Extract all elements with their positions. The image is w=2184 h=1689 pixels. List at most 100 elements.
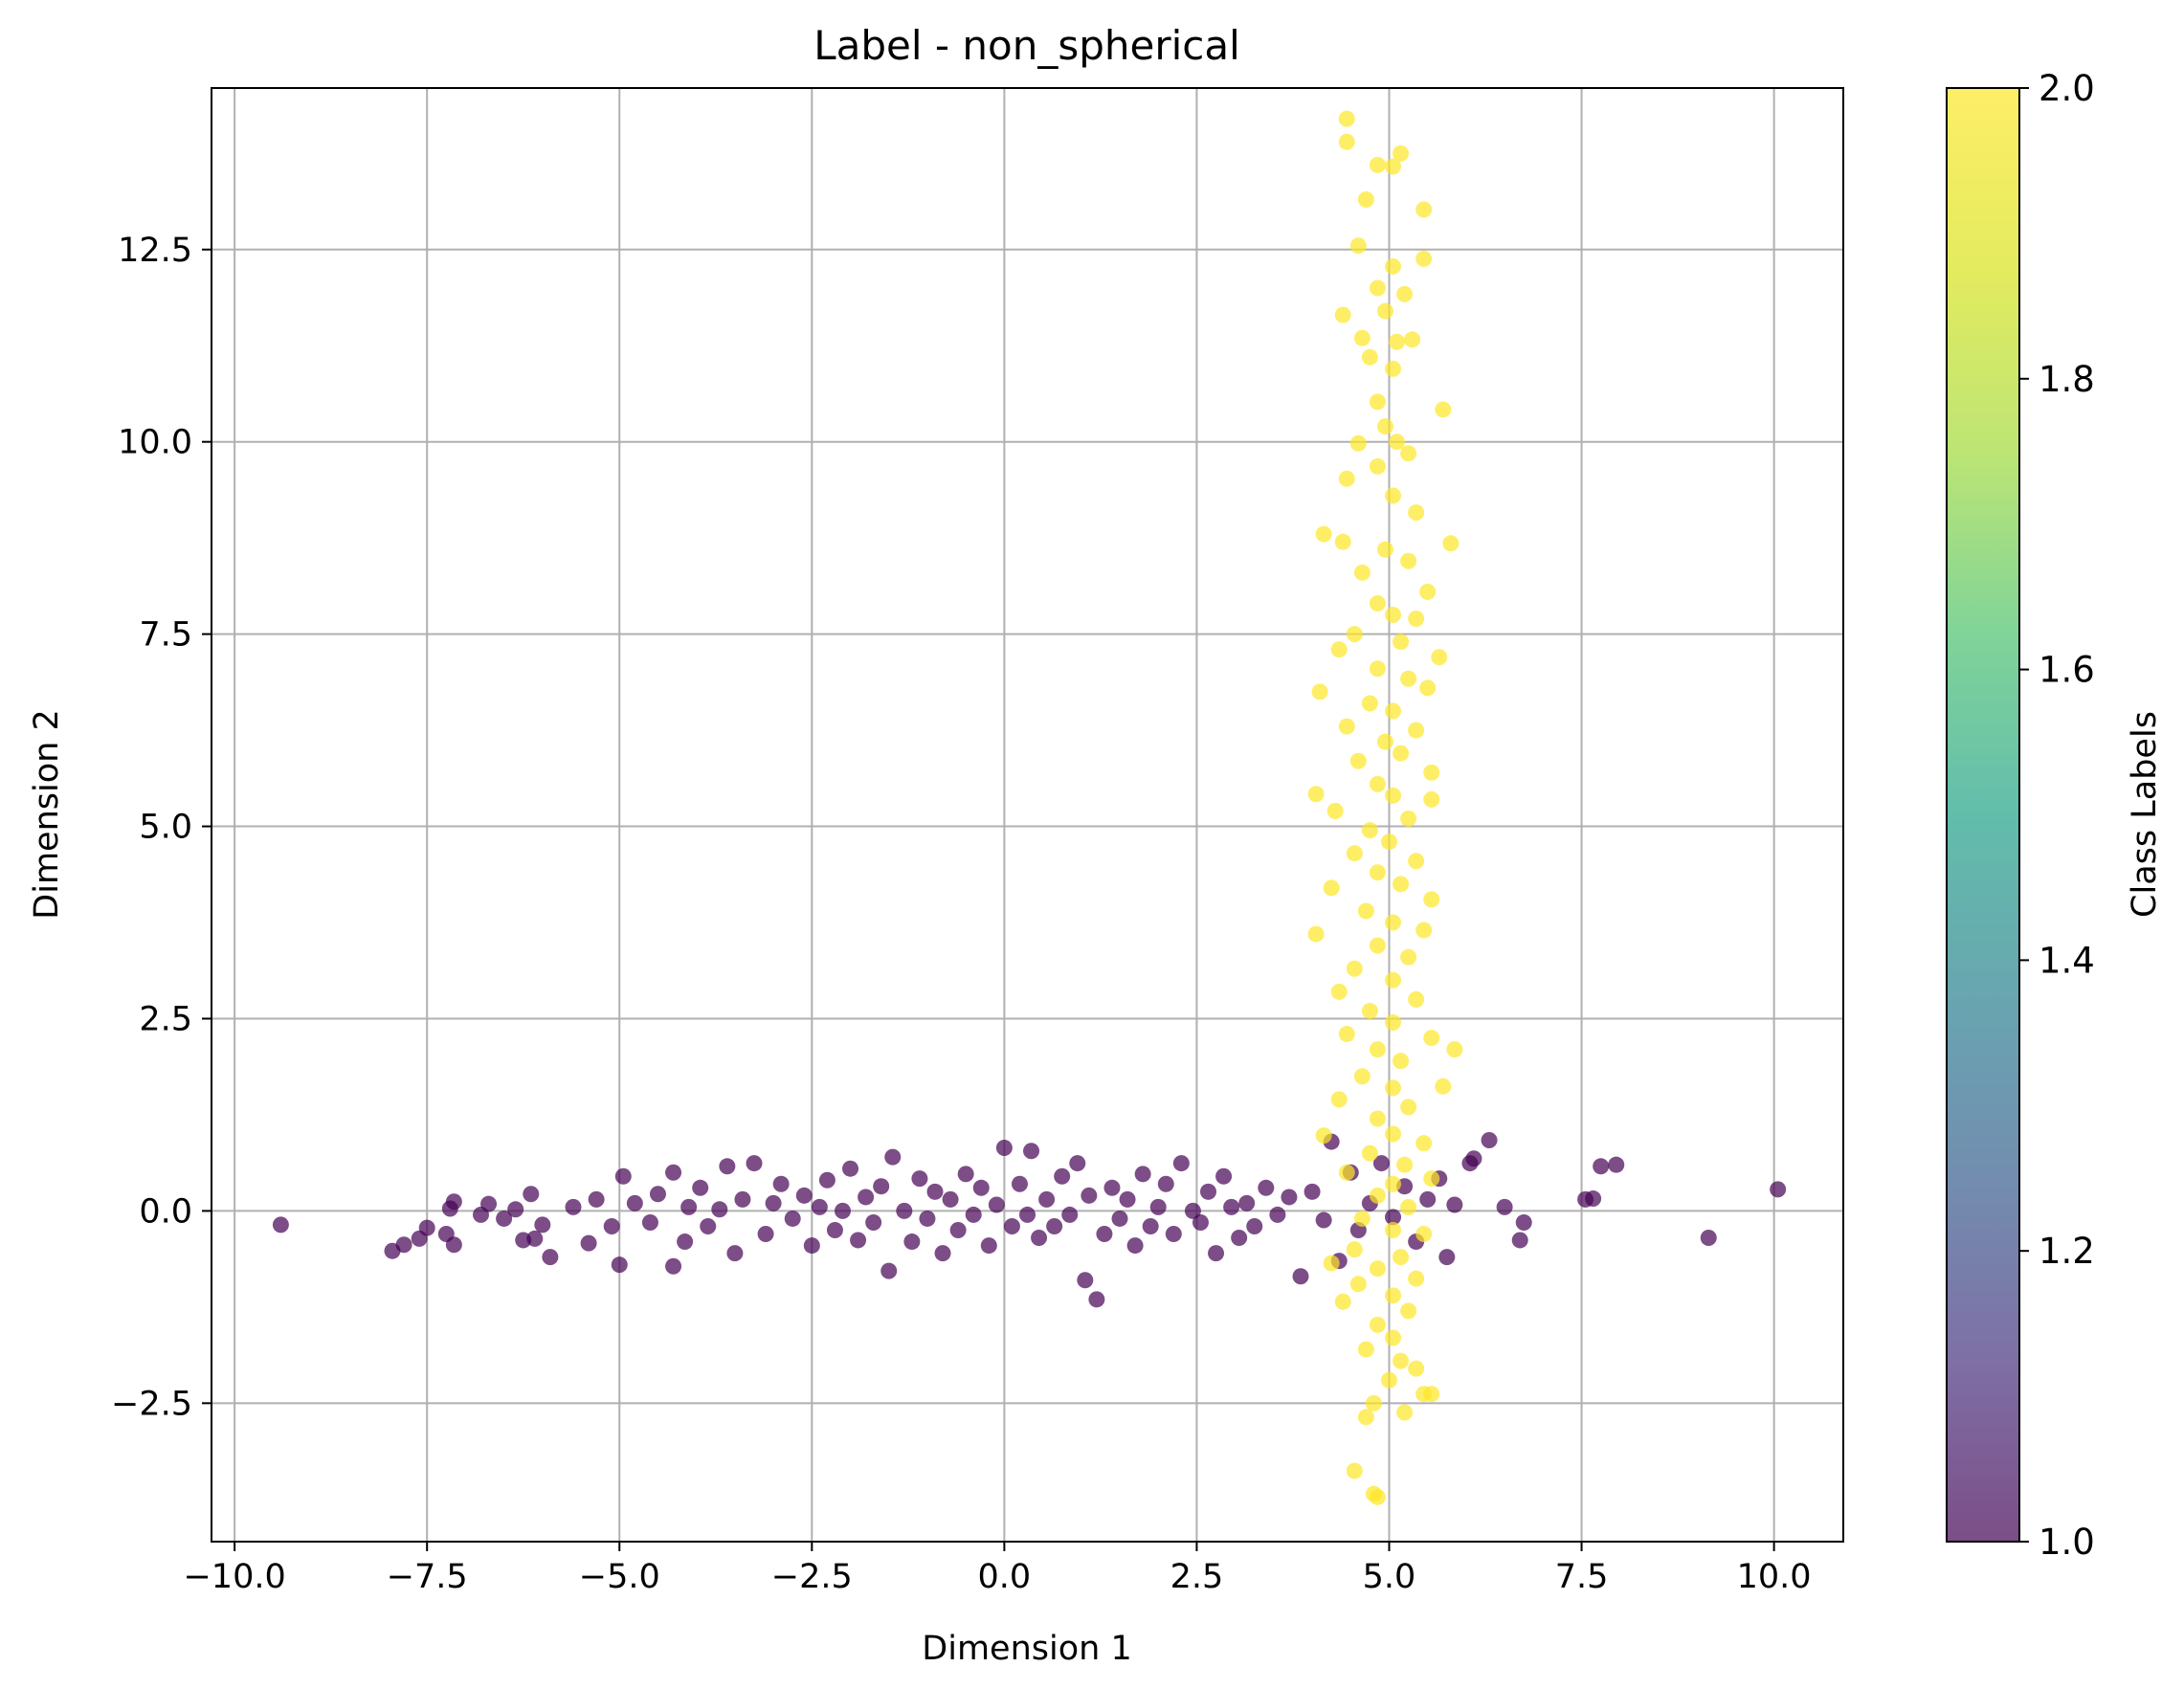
x-tick-label: 10.0 bbox=[1737, 1558, 1812, 1596]
scatter-point bbox=[1353, 329, 1371, 346]
scatter-point bbox=[1334, 306, 1351, 323]
scatter-point bbox=[1385, 1209, 1402, 1226]
scatter-point bbox=[1330, 1091, 1348, 1108]
scatter-point bbox=[588, 1190, 605, 1208]
scatter-point bbox=[1215, 1167, 1233, 1185]
scatter-point bbox=[1315, 525, 1332, 543]
scatter-point bbox=[1385, 1079, 1402, 1097]
scatter-point bbox=[626, 1194, 643, 1211]
scatter-point bbox=[1396, 1156, 1414, 1173]
scatter-point bbox=[1069, 1155, 1086, 1172]
scatter-point bbox=[1307, 786, 1325, 803]
scatter-point bbox=[1081, 1187, 1098, 1204]
scatter-point bbox=[1142, 1217, 1159, 1234]
scatter-point bbox=[1157, 1175, 1174, 1192]
scatter-point bbox=[542, 1249, 559, 1266]
scatter-point bbox=[480, 1195, 498, 1212]
x-tick-label: 2.5 bbox=[1170, 1558, 1224, 1596]
scatter-point bbox=[1446, 1041, 1463, 1058]
scatter-point bbox=[641, 1213, 658, 1231]
scatter-point bbox=[692, 1179, 709, 1196]
scatter-point bbox=[1393, 633, 1410, 651]
scatter-point bbox=[1380, 833, 1397, 851]
scatter-point bbox=[911, 1170, 928, 1188]
colorbar bbox=[1947, 88, 2019, 1542]
scatter-point bbox=[919, 1210, 936, 1227]
scatter-point bbox=[1423, 891, 1440, 908]
scatter-point bbox=[1770, 1181, 1787, 1198]
scatter-point bbox=[1023, 1143, 1040, 1160]
scatter-point bbox=[1369, 1488, 1386, 1505]
scatter-point bbox=[1369, 1110, 1386, 1127]
scatter-point bbox=[1311, 683, 1328, 700]
scatter-point bbox=[795, 1187, 813, 1204]
scatter-point bbox=[873, 1178, 890, 1195]
scatter-point bbox=[507, 1201, 524, 1218]
scatter-point bbox=[1385, 360, 1402, 377]
scatter-point bbox=[1111, 1210, 1128, 1227]
scatter-point bbox=[1408, 1360, 1425, 1377]
scatter-point bbox=[1369, 660, 1386, 678]
scatter-point bbox=[1415, 1226, 1433, 1243]
scatter-point bbox=[1338, 1026, 1355, 1043]
scatter-point bbox=[1423, 1030, 1440, 1047]
scatter-point bbox=[726, 1245, 744, 1262]
scatter-point bbox=[711, 1201, 728, 1218]
scatter-point bbox=[1385, 1287, 1402, 1304]
scatter-point bbox=[1019, 1206, 1036, 1223]
scatter-point bbox=[1031, 1230, 1048, 1247]
scatter-point bbox=[1369, 1316, 1386, 1333]
scatter-point bbox=[565, 1198, 582, 1215]
scatter-point bbox=[441, 1200, 458, 1217]
scatter-point bbox=[1338, 133, 1355, 150]
scatter-point bbox=[1419, 679, 1437, 697]
x-tick-label: −5.0 bbox=[579, 1558, 660, 1596]
y-axis-ticks: −2.5 0.0 2.5 5.0 7.5 10.0 12.5 bbox=[111, 232, 212, 1423]
colorbar-tick-label: 1.0 bbox=[2039, 1522, 2095, 1563]
scatter-point bbox=[1515, 1213, 1532, 1231]
scatter-point bbox=[1338, 470, 1355, 487]
scatter-point bbox=[1400, 1302, 1417, 1320]
x-axis-ticks: −10.0 −7.5 −5.0 −2.5 0.0 2.5 5.0 7.5 10.0 bbox=[183, 1542, 1812, 1596]
scatter-point bbox=[1393, 144, 1410, 162]
scatter-point bbox=[1408, 853, 1425, 870]
scatter-point bbox=[445, 1236, 462, 1254]
scatter-point bbox=[884, 1148, 902, 1166]
scatter-point bbox=[1349, 752, 1367, 769]
x-tick-label: −10.0 bbox=[183, 1558, 285, 1596]
scatter-point bbox=[772, 1175, 790, 1192]
scatter-point bbox=[1376, 541, 1393, 558]
scatter-point bbox=[1103, 1179, 1121, 1196]
colorbar-tick-label: 2.0 bbox=[2039, 68, 2095, 109]
y-tick-label: 0.0 bbox=[139, 1192, 192, 1231]
scatter-point bbox=[1389, 433, 1406, 451]
scatter-point bbox=[1393, 1053, 1410, 1070]
scatter-point bbox=[1400, 1099, 1417, 1116]
scatter-point bbox=[1396, 1404, 1414, 1421]
scatter-point bbox=[988, 1196, 1005, 1213]
scatter-point bbox=[1408, 990, 1425, 1008]
scatter-point bbox=[1369, 937, 1386, 954]
scatter-point bbox=[1361, 1002, 1378, 1019]
scatter-point bbox=[1223, 1198, 1240, 1215]
scatter-point bbox=[680, 1198, 698, 1215]
scatter-point bbox=[1096, 1226, 1113, 1243]
x-tick-label: 0.0 bbox=[978, 1558, 1032, 1596]
scatter-point bbox=[1419, 1190, 1437, 1208]
y-tick-label: 12.5 bbox=[118, 232, 192, 270]
scatter-point bbox=[842, 1160, 859, 1177]
scatter-point bbox=[1281, 1189, 1298, 1206]
scatter-point bbox=[1396, 285, 1414, 302]
scatter-point bbox=[1385, 487, 1402, 504]
scatter-point bbox=[1385, 1125, 1402, 1143]
scatter-point bbox=[1369, 156, 1386, 173]
scatter-point bbox=[665, 1257, 682, 1275]
scatter-point bbox=[1415, 201, 1433, 218]
scatter-point bbox=[1369, 393, 1386, 411]
data-points bbox=[272, 110, 1787, 1505]
x-tick-label: 5.0 bbox=[1363, 1558, 1416, 1596]
scatter-point bbox=[1315, 1127, 1332, 1145]
scatter-point bbox=[1369, 1041, 1386, 1058]
scatter-point bbox=[1353, 1068, 1371, 1085]
